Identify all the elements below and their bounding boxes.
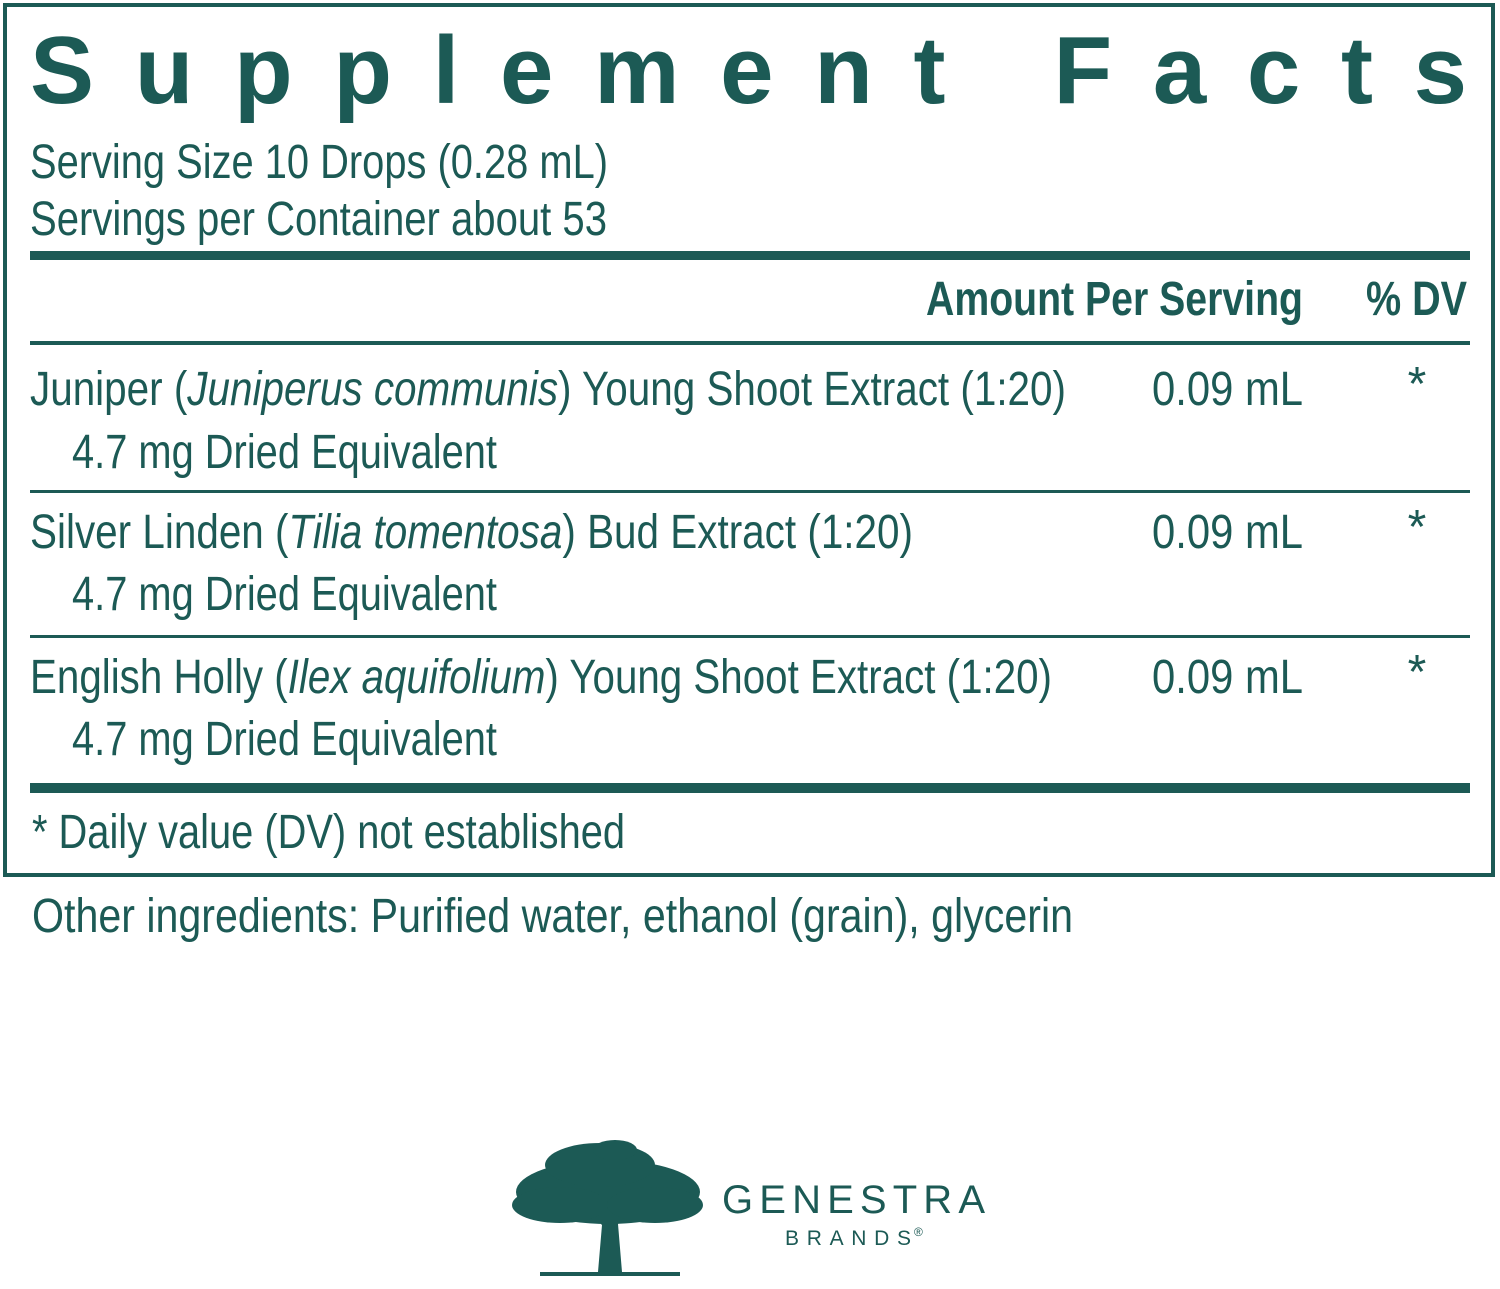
latin-name: Tilia tomentosa (289, 506, 563, 559)
other-ingredients: Other ingredients: Purified water, ethan… (32, 890, 1073, 943)
ingredient-name: Silver Linden (Tilia tomentosa) Bud Extr… (30, 506, 913, 559)
dried-equivalent: 4.7 mg Dried Equivalent (72, 568, 497, 621)
extract-name: ) Young Shoot Extract (1:20) (558, 363, 1066, 416)
common-name: English Holly ( (30, 651, 288, 704)
title: Supplement Facts (30, 17, 1467, 124)
dv: * (1408, 501, 1427, 554)
amount: 0.09 mL (1152, 363, 1303, 416)
brand-name: GENESTRA (722, 1178, 985, 1222)
latin-name: Juniperus communis (186, 363, 558, 416)
dv-header: % DV (1366, 273, 1467, 326)
common-name: Juniper ( (30, 363, 187, 416)
common-name: Silver Linden ( (30, 506, 289, 559)
ingredient-name: Juniper (Juniperus communis) Young Shoot… (30, 363, 1066, 416)
servings-per-container: Servings per Container about 53 (30, 193, 607, 246)
dried-equivalent: 4.7 mg Dried Equivalent (72, 713, 497, 766)
rule (30, 341, 1470, 345)
footnote: * Daily value (DV) not established (32, 806, 625, 859)
thick-rule (30, 783, 1470, 793)
amount: 0.09 mL (1152, 506, 1303, 559)
ingredient-name: English Holly (Ilex aquifolium) Young Sh… (30, 651, 1052, 704)
brand-sub: BRANDS (785, 1227, 911, 1250)
dv: * (1408, 358, 1427, 411)
dv: * (1408, 646, 1427, 699)
registered-mark: ® (914, 1225, 923, 1239)
thick-rule (30, 251, 1470, 260)
latin-name: Ilex aquifolium (288, 651, 546, 704)
extract-name: ) Bud Extract (1:20) (562, 506, 913, 559)
dried-equivalent: 4.7 mg Dried Equivalent (72, 426, 497, 479)
serving-size: Serving Size 10 Drops (0.28 mL) (30, 136, 608, 189)
rule (30, 490, 1470, 493)
amount: 0.09 mL (1152, 651, 1303, 704)
tree-logo (512, 1140, 703, 1276)
extract-name: ) Young Shoot Extract (1:20) (545, 651, 1052, 704)
rule (30, 635, 1470, 638)
amount-header: Amount Per Serving (926, 273, 1303, 326)
label-border (3, 3, 1495, 877)
